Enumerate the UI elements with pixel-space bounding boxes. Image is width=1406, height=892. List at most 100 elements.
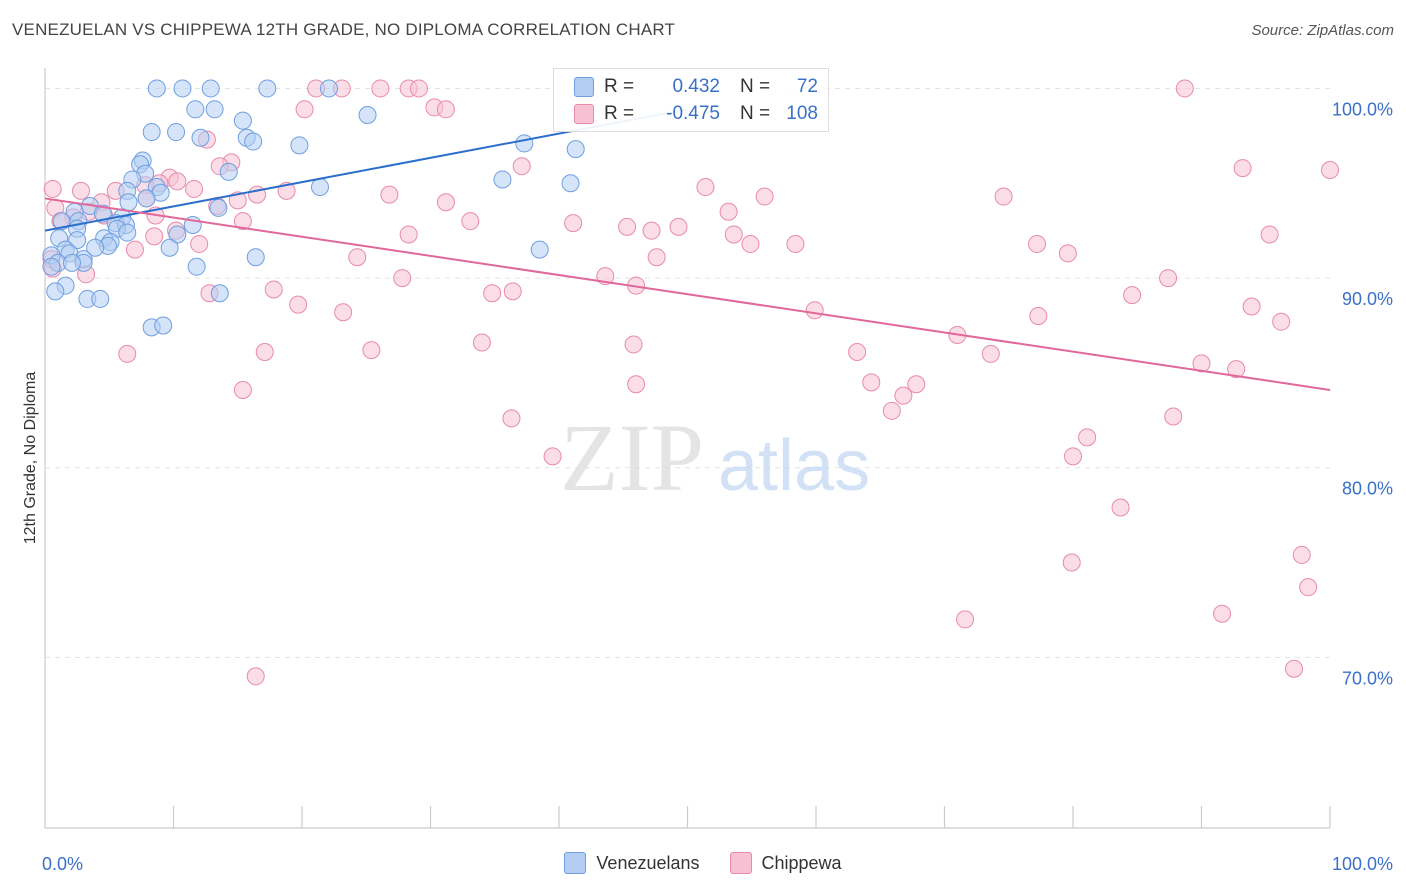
venezuelans-point [219, 162, 238, 181]
venezuelans-point [119, 193, 138, 212]
y-axis-label: 12th Grade, No Diploma [22, 371, 39, 545]
legend-item-venezuelans[interactable]: Venezuelans [564, 852, 700, 874]
chippewa-point [1213, 604, 1232, 623]
venezuelans-point [191, 128, 210, 147]
venezuelans-point [91, 289, 110, 308]
chippewa-point [981, 344, 1000, 363]
chippewa-point [624, 335, 643, 354]
chippewa-point [436, 100, 455, 119]
chippewa-point [564, 214, 583, 233]
watermark: ZIP atlas [560, 404, 870, 511]
chippewa-point [264, 280, 283, 299]
watermark-atlas: atlas [718, 426, 870, 506]
venezuelans-point [310, 178, 329, 197]
chippewa-point [956, 610, 975, 629]
chippewa-point [233, 212, 252, 231]
chippewa-point [1272, 312, 1291, 331]
chippewa-point [894, 386, 913, 405]
chippewa-point [399, 225, 418, 244]
source-label: Source: ZipAtlas.com [1251, 22, 1394, 39]
chippewa-point [1062, 553, 1081, 572]
chippewa-trend-line [44, 197, 1331, 391]
chippewa-point [642, 221, 661, 240]
correlation-legend: R = 0.432 N = 72 R = -0.475 N = 108 [553, 68, 829, 132]
venezuelans-point [137, 189, 156, 208]
y-tick-label: 80.0% [1342, 479, 1393, 499]
r-label: R = [604, 103, 635, 124]
chippewa-point [1078, 428, 1097, 447]
venezuelans-point [290, 136, 309, 155]
chippewa-point [755, 187, 774, 206]
chippewa-point [848, 343, 867, 362]
chippewa-point [1029, 307, 1048, 325]
chippewa-point [334, 303, 353, 322]
x-tick-label: 0.0% [42, 854, 83, 874]
venezuelans-points [42, 79, 585, 337]
venezuelans-point [118, 223, 137, 242]
chippewa-point [647, 248, 666, 267]
venezuelans-point [187, 257, 206, 276]
chippewa-point [168, 172, 187, 191]
chippewa-point [295, 100, 314, 119]
venezuelans-point [42, 257, 61, 276]
chippewa-point [1164, 407, 1183, 426]
chippewa-point [409, 79, 428, 98]
chippewa-point [233, 380, 252, 399]
venezuelans-legend-swatch [564, 852, 587, 874]
chippewa-point [43, 179, 62, 198]
chippewa-point [255, 343, 274, 362]
venezuelans-point [244, 132, 263, 151]
chippewa-point [502, 409, 521, 428]
chippewa-point [371, 79, 390, 98]
chippewa-point [724, 225, 743, 244]
chippewa-point [805, 301, 824, 320]
chippewa-point [543, 447, 562, 466]
chippewa-point [1260, 225, 1279, 244]
r-value-venezuelans: 0.432 [672, 76, 720, 97]
venezuelans-point [173, 79, 192, 98]
venezuelans-point [142, 123, 161, 142]
chippewa-point [1058, 244, 1077, 263]
chippewa-point [348, 248, 367, 267]
chippewa-point [1159, 269, 1178, 288]
chippewa-point [1123, 286, 1142, 305]
venezuelans-point [358, 105, 377, 124]
chippewa-point [362, 341, 381, 360]
series-legend: Venezuelans Chippewa [0, 852, 1406, 874]
legend-item-chippewa[interactable]: Chippewa [729, 852, 842, 874]
venezuelans-point [167, 123, 186, 142]
n-label: N = [740, 76, 771, 97]
chippewa-point [1028, 234, 1047, 253]
chippewa-point [741, 234, 760, 253]
chippewa-point [512, 157, 531, 176]
chippewa-point [669, 217, 688, 236]
chippewa-point [627, 375, 646, 394]
r-label: R = [604, 76, 635, 97]
legend-row-chippewa: R = -0.475 N = 108 [574, 102, 818, 126]
venezuelans-point [246, 248, 265, 267]
x-tick-label: 100.0% [1332, 854, 1393, 874]
chippewa-legend-swatch [729, 852, 752, 874]
venezuelans-point [233, 111, 252, 130]
trend-lines [44, 108, 1331, 391]
chippewa-point [118, 344, 137, 363]
chippewa-point [483, 284, 502, 303]
gridlines [45, 87, 1330, 658]
watermark-zip: ZIP [560, 404, 704, 511]
chippewa-point [125, 240, 144, 259]
chippewa-point [71, 181, 90, 200]
venezuelans-point [319, 79, 338, 98]
venezuelans-point [160, 238, 179, 257]
venezuelans-point [168, 225, 187, 244]
venezuelans-legend-label: Venezuelans [596, 852, 700, 873]
venezuelans-point [186, 100, 205, 119]
venezuelans-point [205, 100, 224, 119]
chippewa-point [393, 269, 412, 288]
venezuelans-point [46, 282, 65, 301]
chippewa-point [1285, 659, 1304, 678]
y-tick-label: 70.0% [1342, 668, 1393, 688]
axes [44, 68, 1331, 829]
venezuelans-point [566, 140, 585, 159]
chippewa-point [786, 234, 805, 253]
